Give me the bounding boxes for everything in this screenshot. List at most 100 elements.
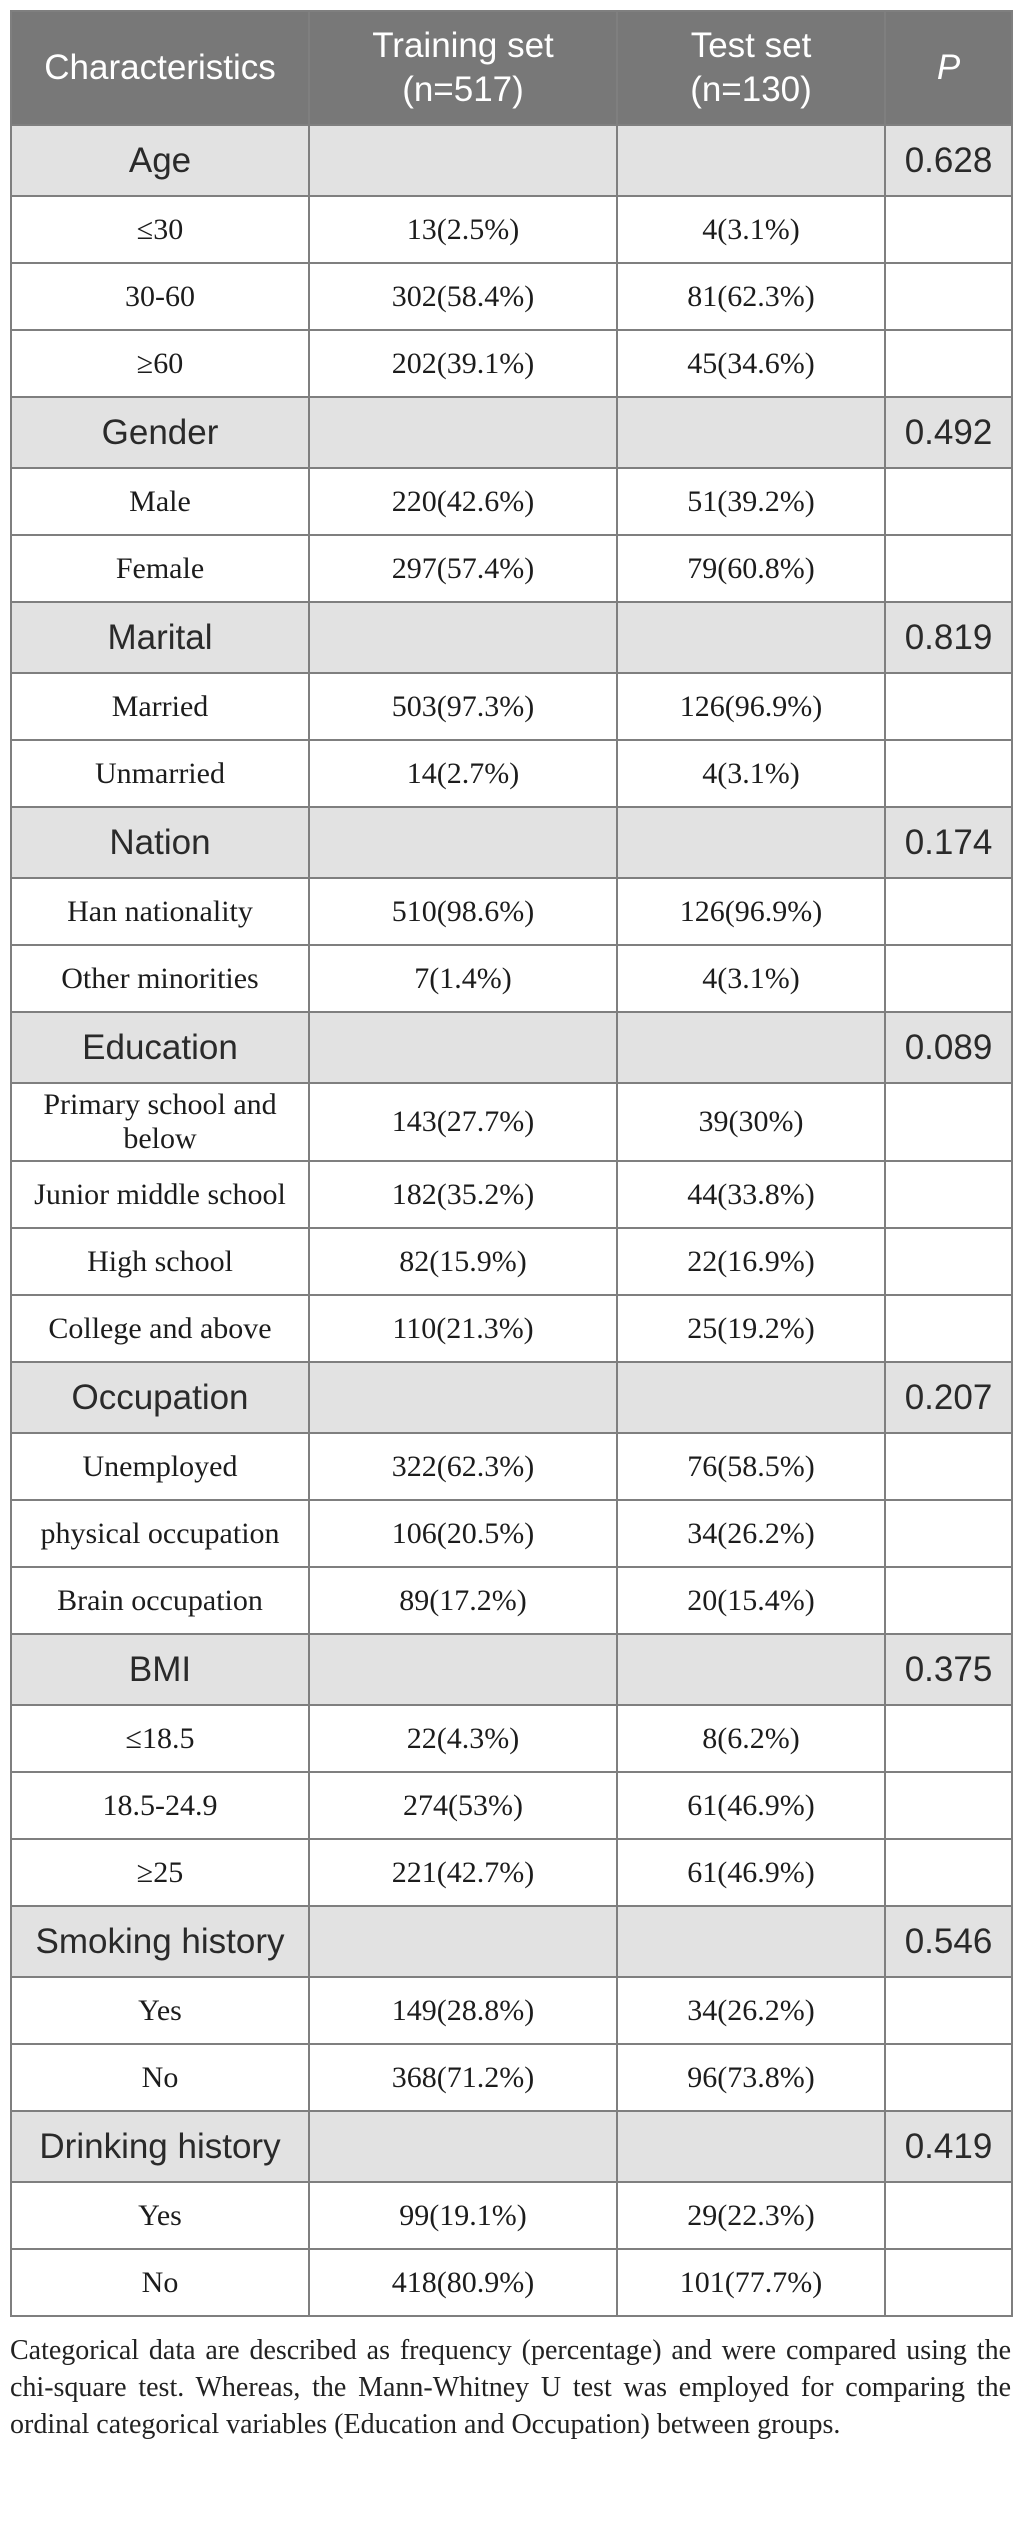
label-cell: Unemployed <box>10 1432 310 1501</box>
label-cell: No <box>10 2043 310 2112</box>
item-row: Female 297(57.4%) 79(60.8%) <box>10 534 1013 603</box>
label-cell: ≤30 <box>10 195 310 264</box>
label-cell: Unmarried <box>10 739 310 808</box>
training-value-cell: 22(4.3%) <box>308 1704 618 1773</box>
label-cell: 18.5-24.9 <box>10 1771 310 1840</box>
item-row: Unemployed 322(62.3%) 76(58.5%) <box>10 1432 1013 1501</box>
category-row: BMI 0.375 <box>10 1633 1013 1706</box>
label-cell: Nation <box>10 806 310 879</box>
training-value-cell <box>308 396 618 469</box>
label-cell: ≥60 <box>10 329 310 398</box>
label-cell: Yes <box>10 1976 310 2045</box>
training-value-cell: 182(35.2%) <box>308 1160 618 1229</box>
table-body: Age 0.628 ≤30 13(2.5%) 4(3.1%) 30-60 302(58.4%… <box>10 124 1013 2317</box>
training-value-cell: 13(2.5%) <box>308 195 618 264</box>
p-value-cell <box>884 195 1013 264</box>
p-value-cell <box>884 534 1013 603</box>
training-value-cell: 302(58.4%) <box>308 262 618 331</box>
item-row: Married 503(97.3%) 126(96.9%) <box>10 672 1013 741</box>
category-row: Education 0.089 <box>10 1011 1013 1084</box>
p-value-cell <box>884 329 1013 398</box>
test-value-cell: 25(19.2%) <box>616 1294 886 1363</box>
p-value-cell: 0.546 <box>884 1905 1013 1978</box>
test-value-cell: 126(96.9%) <box>616 672 886 741</box>
characteristics-table: Characteristics Training set (n=517) Tes… <box>10 10 1013 2317</box>
training-value-cell <box>308 1633 618 1706</box>
category-row: Marital 0.819 <box>10 601 1013 674</box>
test-value-cell <box>616 806 886 879</box>
p-value-cell <box>884 1771 1013 1840</box>
item-row: ≥25 221(42.7%) 61(46.9%) <box>10 1838 1013 1907</box>
training-value-cell: 7(1.4%) <box>308 944 618 1013</box>
training-value-cell: 143(27.7%) <box>308 1082 618 1162</box>
test-value-cell: 4(3.1%) <box>616 944 886 1013</box>
label-cell: Brain occupation <box>10 1566 310 1635</box>
col-header-characteristics: Characteristics <box>10 10 310 126</box>
test-value-cell: 79(60.8%) <box>616 534 886 603</box>
test-value-cell <box>616 2110 886 2183</box>
training-value-cell <box>308 124 618 197</box>
test-value-cell <box>616 1361 886 1434</box>
test-value-cell: 76(58.5%) <box>616 1432 886 1501</box>
label-cell: Education <box>10 1011 310 1084</box>
training-value-cell: 89(17.2%) <box>308 1566 618 1635</box>
p-value-cell <box>884 1566 1013 1635</box>
test-value-cell: 34(26.2%) <box>616 1976 886 2045</box>
item-row: ≥60 202(39.1%) 45(34.6%) <box>10 329 1013 398</box>
label-cell: High school <box>10 1227 310 1296</box>
item-row: No 418(80.9%) 101(77.7%) <box>10 2248 1013 2317</box>
p-value-cell <box>884 1432 1013 1501</box>
p-value-cell: 0.089 <box>884 1011 1013 1084</box>
p-value-cell <box>884 2248 1013 2317</box>
label-cell: Occupation <box>10 1361 310 1434</box>
p-value-cell: 0.174 <box>884 806 1013 879</box>
p-value-cell: 0.628 <box>884 124 1013 197</box>
item-row: Brain occupation 89(17.2%) 20(15.4%) <box>10 1566 1013 1635</box>
label-cell: Married <box>10 672 310 741</box>
training-value-cell: 322(62.3%) <box>308 1432 618 1501</box>
test-value-cell: 20(15.4%) <box>616 1566 886 1635</box>
test-value-cell: 29(22.3%) <box>616 2181 886 2250</box>
p-value-cell: 0.819 <box>884 601 1013 674</box>
training-value-cell <box>308 1361 618 1434</box>
p-value-cell <box>884 877 1013 946</box>
training-value-cell: 220(42.6%) <box>308 467 618 536</box>
test-value-cell <box>616 396 886 469</box>
label-cell: Smoking history <box>10 1905 310 1978</box>
training-value-cell: 510(98.6%) <box>308 877 618 946</box>
label-cell: Other minorities <box>10 944 310 1013</box>
label-cell: Age <box>10 124 310 197</box>
p-value-cell <box>884 2181 1013 2250</box>
training-value-cell: 368(71.2%) <box>308 2043 618 2112</box>
item-row: Yes 99(19.1%) 29(22.3%) <box>10 2181 1013 2250</box>
label-cell: Primary school and below <box>10 1082 310 1162</box>
item-row: ≤18.5 22(4.3%) 8(6.2%) <box>10 1704 1013 1773</box>
item-row: Unmarried 14(2.7%) 4(3.1%) <box>10 739 1013 808</box>
label-cell: Female <box>10 534 310 603</box>
col-header-test-set: Test set (n=130) <box>616 10 886 126</box>
category-row: Drinking history 0.419 <box>10 2110 1013 2183</box>
item-row: 18.5-24.9 274(53%) 61(46.9%) <box>10 1771 1013 1840</box>
item-row: Primary school and below 143(27.7%) 39(30%… <box>10 1082 1013 1162</box>
training-value-cell: 418(80.9%) <box>308 2248 618 2317</box>
p-value-cell <box>884 672 1013 741</box>
test-value-cell <box>616 1633 886 1706</box>
col-header-training-set: Training set (n=517) <box>308 10 618 126</box>
col-header-p-value: P <box>884 10 1013 126</box>
label-cell: Gender <box>10 396 310 469</box>
label-cell: Junior middle school <box>10 1160 310 1229</box>
item-row: Male 220(42.6%) 51(39.2%) <box>10 467 1013 536</box>
label-cell: Drinking history <box>10 2110 310 2183</box>
category-row: Gender 0.492 <box>10 396 1013 469</box>
p-value-cell <box>884 739 1013 808</box>
test-value-cell: 81(62.3%) <box>616 262 886 331</box>
item-row: Other minorities 7(1.4%) 4(3.1%) <box>10 944 1013 1013</box>
training-value-cell: 503(97.3%) <box>308 672 618 741</box>
test-value-cell: 4(3.1%) <box>616 195 886 264</box>
p-value-cell <box>884 1838 1013 1907</box>
label-cell: physical occupation <box>10 1499 310 1568</box>
test-value-cell: 126(96.9%) <box>616 877 886 946</box>
category-row: Occupation 0.207 <box>10 1361 1013 1434</box>
test-value-cell <box>616 1011 886 1084</box>
test-value-cell: 96(73.8%) <box>616 2043 886 2112</box>
